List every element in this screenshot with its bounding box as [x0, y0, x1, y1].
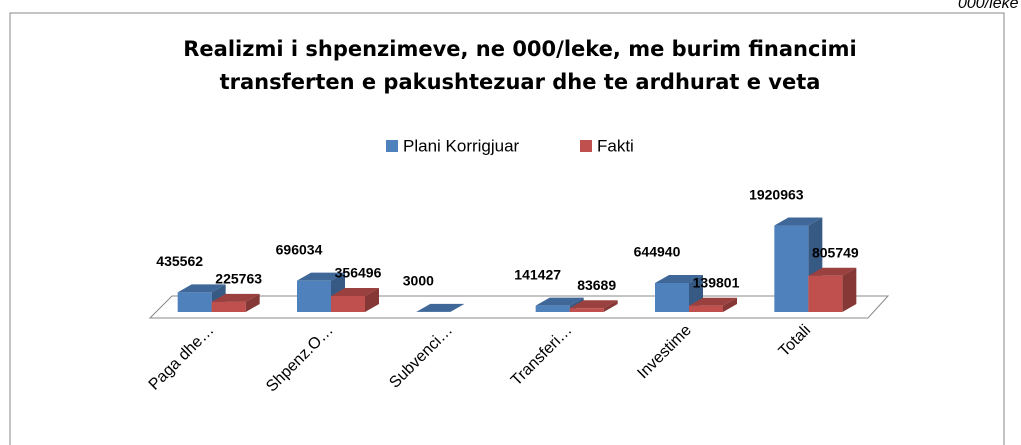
bar-top — [774, 217, 823, 226]
value-label: 225763 — [215, 271, 262, 287]
chart-title: Realizmi i shpenzimeve, ne 000/leke, me … — [183, 37, 856, 61]
value-label: 139801 — [693, 274, 740, 290]
value-label: 3000 — [403, 273, 434, 289]
bar-front — [331, 295, 365, 312]
bar-front — [297, 280, 331, 312]
bar-front — [211, 301, 246, 312]
value-label: 141427 — [514, 266, 561, 282]
bar-top — [808, 267, 857, 276]
bar-top — [297, 272, 345, 281]
value-label: 696034 — [276, 241, 323, 257]
bar-side — [603, 300, 618, 312]
legend-label: Fakti — [597, 136, 634, 155]
bar-top — [689, 297, 737, 306]
value-label: 435562 — [156, 253, 203, 269]
bar-top — [211, 293, 260, 302]
bar-top — [535, 297, 584, 306]
bar-front — [569, 308, 604, 312]
bar — [211, 293, 260, 312]
legend-swatch — [386, 140, 398, 152]
value-label: 1920963 — [749, 186, 804, 202]
bar — [416, 303, 465, 312]
bar — [177, 284, 226, 312]
chart-title: transferten e pakushtezuar dhe te ardhur… — [220, 70, 821, 94]
bar-front — [655, 282, 689, 312]
bar-side — [365, 287, 379, 312]
bar-side — [245, 293, 260, 312]
bar — [569, 300, 618, 312]
corner-note: 000/leke — [958, 0, 1019, 12]
legend-swatch — [580, 140, 592, 152]
bar-front — [689, 305, 723, 312]
bar-top — [331, 287, 379, 296]
value-label: 356496 — [335, 265, 382, 281]
chart-border — [9, 12, 1005, 445]
bar — [655, 274, 703, 312]
value-label: 805749 — [812, 244, 859, 260]
bar-top — [416, 303, 465, 312]
bar-front — [535, 305, 570, 312]
bar-side — [723, 297, 737, 312]
value-label: 644940 — [634, 244, 681, 260]
bar-side — [450, 303, 465, 312]
value-label: 83689 — [577, 277, 616, 293]
bar-side — [842, 267, 857, 312]
legend-label: Plani Korrigjuar — [403, 136, 520, 155]
bar-front — [177, 292, 212, 312]
bar-top — [177, 284, 226, 293]
bar-top — [655, 274, 703, 283]
bar-front — [808, 275, 843, 312]
bar-top — [569, 300, 618, 309]
bar-front — [774, 225, 809, 312]
bar — [808, 267, 857, 312]
floor — [148, 295, 890, 319]
bar — [331, 287, 379, 312]
bar — [689, 297, 737, 312]
